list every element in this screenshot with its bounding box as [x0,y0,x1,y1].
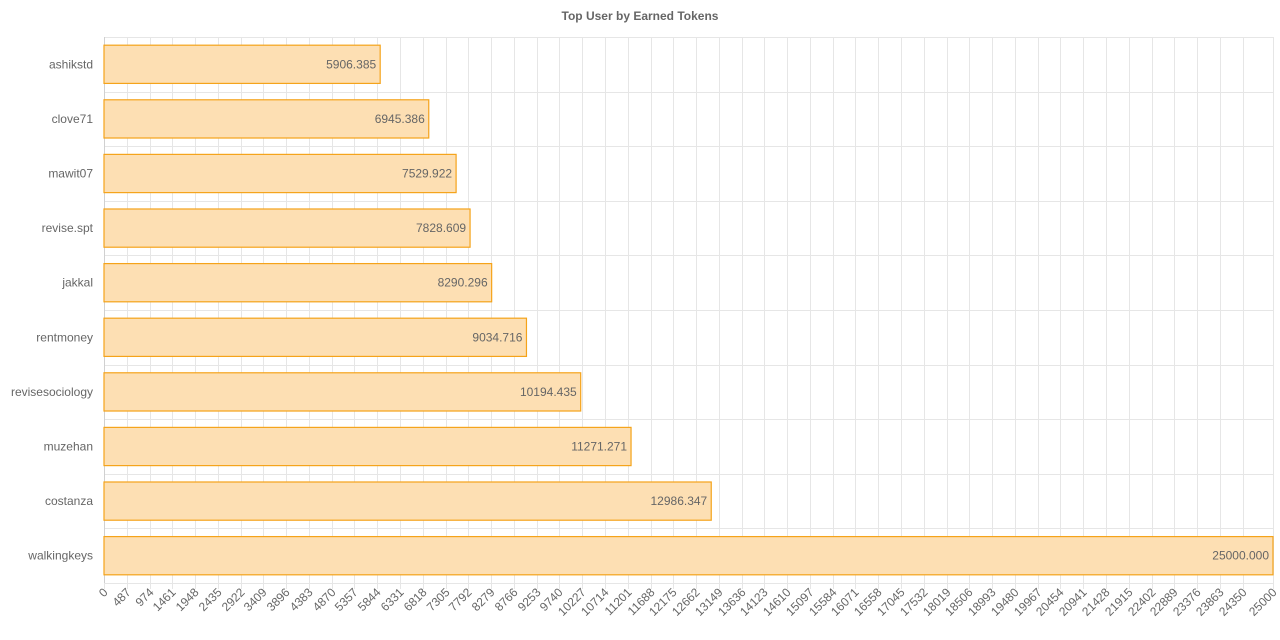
bar [103,99,430,139]
x-tick-label: 5357 [332,585,361,614]
x-tick-label: 9253 [515,585,544,614]
bar [103,481,712,521]
bar [103,535,1274,576]
category-label: rentmoney [36,330,93,344]
x-tick-label: 0 [96,585,111,600]
bar [103,317,528,358]
x-tick-label: 2922 [219,585,248,614]
bar [103,44,381,85]
x-tick-label: 3896 [264,585,293,614]
bar-value-label: 7828.609 [416,221,466,235]
bar-value-label: 9034.716 [472,330,522,344]
bar-value-label: 10194.435 [520,385,577,399]
x-tick-label: 6331 [378,585,407,614]
bar-value-label: 6945.386 [375,112,425,126]
x-tick-label: 25000 [1246,585,1280,619]
bar [103,372,582,412]
category-label: mawit07 [48,167,93,181]
x-tick-label: 8766 [492,585,521,614]
bar [103,153,457,194]
bar-value-label: 11271.271 [571,440,627,454]
x-tick-label: 5844 [355,585,384,614]
bar [103,426,632,467]
category-label: revise.spt [42,221,94,235]
category-label: walkingkeys [27,549,93,563]
category-label: clove71 [52,112,94,126]
x-tick-label: 4383 [287,585,316,614]
category-label: revisesociology [11,385,93,399]
bar [103,208,471,248]
x-tick-label: 8279 [469,585,498,614]
bar-value-label: 8290.296 [438,276,488,290]
x-tick-label: 2435 [196,585,225,614]
x-tick-label: 4870 [310,585,339,614]
chart-title: Top User by Earned Tokens [561,9,719,23]
category-label: jakkal [61,276,93,290]
x-tick-label: 7792 [446,585,475,614]
x-tick-label: 7305 [424,585,453,614]
category-label: costanza [45,494,93,508]
bar-value-label: 5906.385 [326,57,376,71]
x-tick-label: 487 [110,585,134,609]
x-tick-label: 3409 [241,585,270,614]
bar [103,262,493,303]
bar-value-label: 25000.000 [1212,549,1269,563]
x-tick-label: 6818 [401,585,430,614]
bar-value-label: 12986.347 [651,494,708,508]
category-label: muzehan [44,440,93,454]
x-tick-label: 1461 [150,585,179,614]
bar-value-label: 7529.922 [402,167,452,181]
category-label: ashikstd [49,57,93,71]
x-tick-label: 1948 [173,585,202,614]
